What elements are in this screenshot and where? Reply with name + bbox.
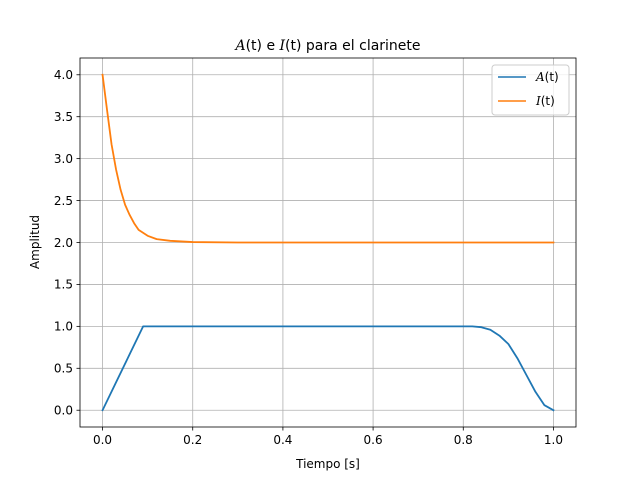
ticks: 0.0 0.2 0.4 0.6 0.8 1.0 0.0 0.5 1.0 1.5 2.0 2.5 3.0 3…	[54, 68, 563, 447]
title-arg-i: (t)	[285, 38, 301, 54]
series-lines	[101, 73, 555, 412]
y-tick-label: 0.0	[54, 404, 73, 418]
y-tick-label: 1.5	[54, 278, 73, 292]
x-axis-label: Tiempo [s]	[295, 457, 360, 471]
y-tick-label: 3.5	[54, 110, 73, 124]
x-tick-label: 0.6	[364, 433, 383, 447]
legend: A(t) I(t)	[491, 64, 570, 116]
y-tick-label: 4.0	[54, 68, 73, 82]
series-line-a	[101, 325, 555, 412]
legend-label-i: I(t)	[535, 94, 555, 108]
y-tick-label: 3.0	[54, 152, 73, 166]
title-var-a: A	[233, 38, 245, 54]
y-axis-label: Amplitud	[28, 215, 42, 269]
title-arg-a: (t)	[246, 38, 262, 54]
y-tick-label: 2.0	[54, 236, 73, 250]
y-tick-label: 2.5	[54, 194, 73, 208]
title-tail: para el clarinete	[301, 38, 420, 54]
legend-label-a: A(t)	[535, 70, 559, 84]
y-tick-label: 1.0	[54, 320, 73, 334]
x-tick-label: 0.4	[273, 433, 292, 447]
x-tick-label: 0.2	[183, 433, 202, 447]
chart-title: A(t) e I(t) para el clarinete	[233, 38, 420, 54]
x-tick-label: 1.0	[544, 433, 563, 447]
x-tick-label: 0.0	[93, 433, 112, 447]
title-middle: e	[262, 38, 280, 54]
series-line-i	[101, 73, 555, 244]
y-tick-label: 0.5	[54, 362, 73, 376]
x-tick-label: 0.8	[454, 433, 473, 447]
title-var-i: I	[279, 38, 286, 54]
